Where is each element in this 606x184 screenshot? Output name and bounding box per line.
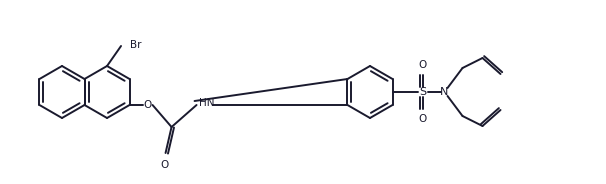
Text: O: O [418,60,427,70]
Text: O: O [161,160,168,170]
Text: O: O [418,114,427,124]
Text: HN: HN [199,98,214,108]
Text: N: N [441,87,448,97]
Text: O: O [144,100,152,110]
Text: Br: Br [130,40,142,50]
Text: S: S [419,87,426,97]
